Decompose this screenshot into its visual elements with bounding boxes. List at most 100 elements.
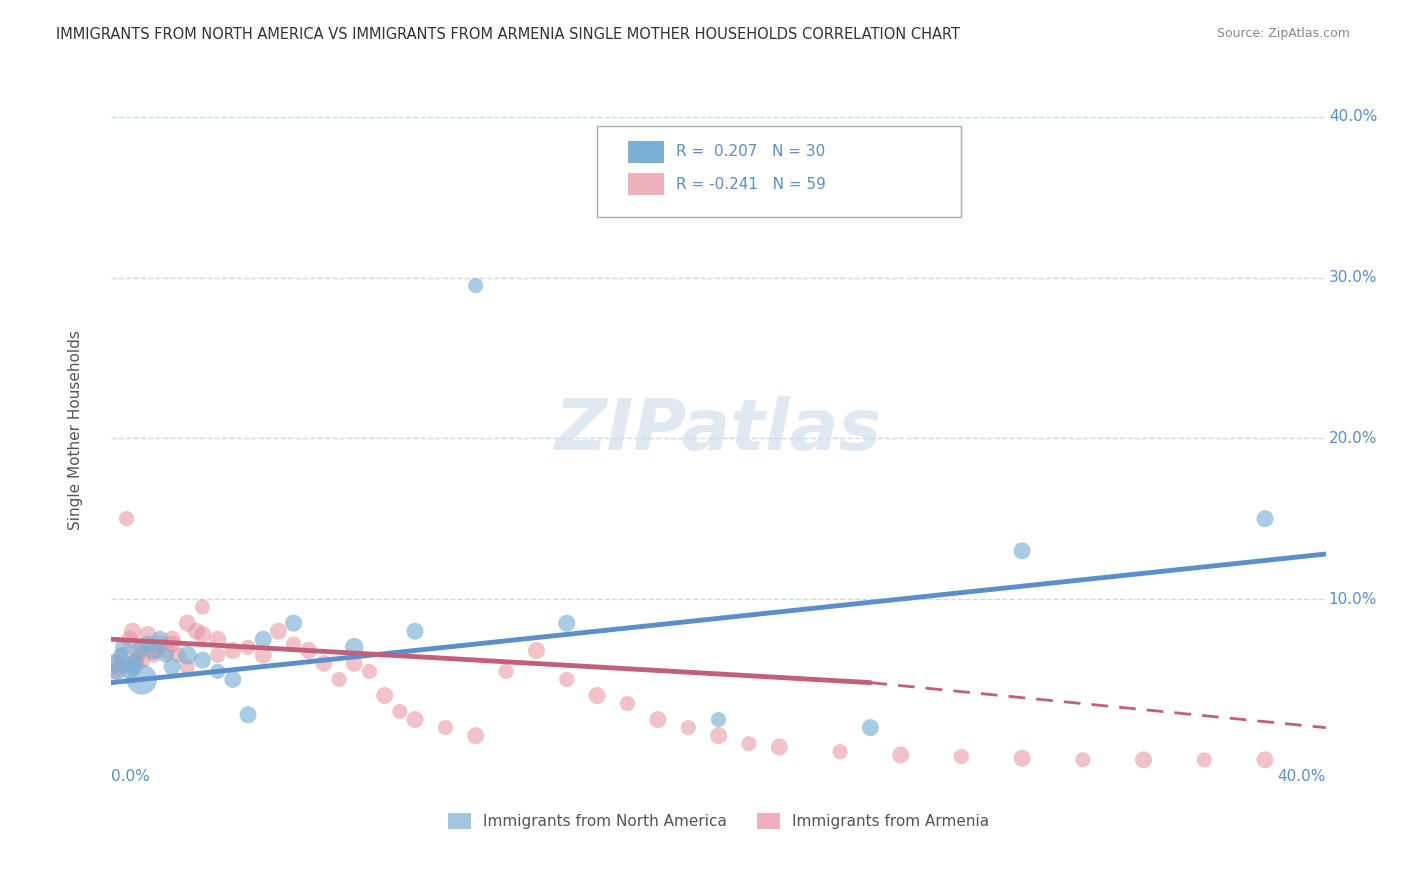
- Text: R = -0.241   N = 59: R = -0.241 N = 59: [676, 177, 825, 192]
- Point: [890, 747, 912, 762]
- Point: [160, 659, 183, 673]
- Point: [859, 721, 882, 735]
- Point: [495, 665, 517, 679]
- Point: [464, 729, 486, 743]
- Point: [207, 632, 229, 647]
- Point: [1132, 753, 1154, 767]
- Point: [136, 637, 159, 651]
- Point: [191, 653, 214, 667]
- Point: [828, 745, 851, 759]
- Point: [555, 616, 578, 631]
- Point: [107, 665, 129, 679]
- Point: [388, 705, 411, 719]
- Text: R =  0.207   N = 30: R = 0.207 N = 30: [676, 145, 825, 159]
- Point: [146, 643, 169, 657]
- Point: [434, 721, 457, 735]
- Point: [118, 665, 141, 679]
- Point: [186, 624, 208, 639]
- Point: [121, 659, 143, 673]
- Point: [222, 673, 245, 687]
- Point: [359, 665, 381, 679]
- Point: [167, 648, 190, 663]
- Point: [526, 643, 548, 657]
- Point: [374, 689, 396, 703]
- Point: [125, 657, 148, 671]
- Point: [115, 511, 138, 525]
- Text: 20.0%: 20.0%: [1329, 431, 1376, 446]
- Text: 30.0%: 30.0%: [1329, 270, 1378, 285]
- Point: [136, 627, 159, 641]
- Point: [107, 657, 129, 671]
- Text: 10.0%: 10.0%: [1329, 591, 1376, 607]
- Point: [236, 707, 259, 722]
- Point: [236, 640, 259, 655]
- Point: [343, 640, 366, 655]
- Point: [118, 632, 141, 647]
- Text: Source: ZipAtlas.com: Source: ZipAtlas.com: [1216, 27, 1350, 40]
- Point: [103, 665, 125, 679]
- Point: [125, 653, 148, 667]
- FancyBboxPatch shape: [598, 127, 962, 217]
- FancyBboxPatch shape: [627, 173, 664, 195]
- Point: [707, 729, 730, 743]
- Point: [222, 643, 245, 657]
- Point: [768, 739, 790, 754]
- Point: [131, 653, 153, 667]
- Point: [738, 737, 761, 751]
- Point: [404, 713, 426, 727]
- Point: [142, 648, 165, 663]
- Point: [343, 657, 366, 671]
- Point: [128, 643, 150, 657]
- Point: [207, 665, 229, 679]
- Point: [112, 648, 135, 663]
- Point: [252, 632, 274, 647]
- Point: [950, 749, 973, 764]
- Point: [149, 632, 172, 647]
- Point: [586, 689, 609, 703]
- Point: [128, 648, 150, 663]
- Point: [647, 713, 669, 727]
- Point: [312, 657, 335, 671]
- Point: [1011, 544, 1033, 558]
- Point: [207, 648, 229, 663]
- Point: [283, 616, 305, 631]
- Text: 40.0%: 40.0%: [1329, 109, 1376, 124]
- Point: [283, 637, 305, 651]
- Point: [616, 697, 638, 711]
- Text: Single Mother Households: Single Mother Households: [67, 330, 83, 530]
- Point: [676, 721, 699, 735]
- FancyBboxPatch shape: [627, 141, 664, 162]
- Point: [110, 659, 132, 673]
- Point: [191, 600, 214, 615]
- Point: [1254, 511, 1277, 525]
- Point: [1071, 753, 1094, 767]
- Point: [1254, 753, 1277, 767]
- Point: [121, 624, 143, 639]
- Point: [1011, 751, 1033, 765]
- Point: [298, 643, 321, 657]
- Point: [112, 640, 135, 655]
- Point: [103, 657, 125, 671]
- Legend: Immigrants from North America, Immigrants from Armenia: Immigrants from North America, Immigrant…: [441, 806, 995, 835]
- Point: [176, 648, 198, 663]
- Point: [707, 713, 730, 727]
- Point: [267, 624, 290, 639]
- Point: [1194, 753, 1216, 767]
- Point: [555, 673, 578, 687]
- Point: [155, 643, 177, 657]
- Point: [191, 627, 214, 641]
- Point: [160, 632, 183, 647]
- Point: [142, 643, 165, 657]
- Text: ZIPatlas: ZIPatlas: [555, 396, 882, 465]
- Point: [110, 648, 132, 663]
- Text: 0.0%: 0.0%: [111, 769, 150, 784]
- Point: [464, 278, 486, 293]
- Point: [149, 637, 172, 651]
- Text: IMMIGRANTS FROM NORTH AMERICA VS IMMIGRANTS FROM ARMENIA SINGLE MOTHER HOUSEHOLD: IMMIGRANTS FROM NORTH AMERICA VS IMMIGRA…: [56, 27, 960, 42]
- Point: [131, 640, 153, 655]
- Point: [131, 673, 153, 687]
- Point: [115, 657, 138, 671]
- Text: 40.0%: 40.0%: [1277, 769, 1326, 784]
- Point: [252, 648, 274, 663]
- Point: [155, 648, 177, 663]
